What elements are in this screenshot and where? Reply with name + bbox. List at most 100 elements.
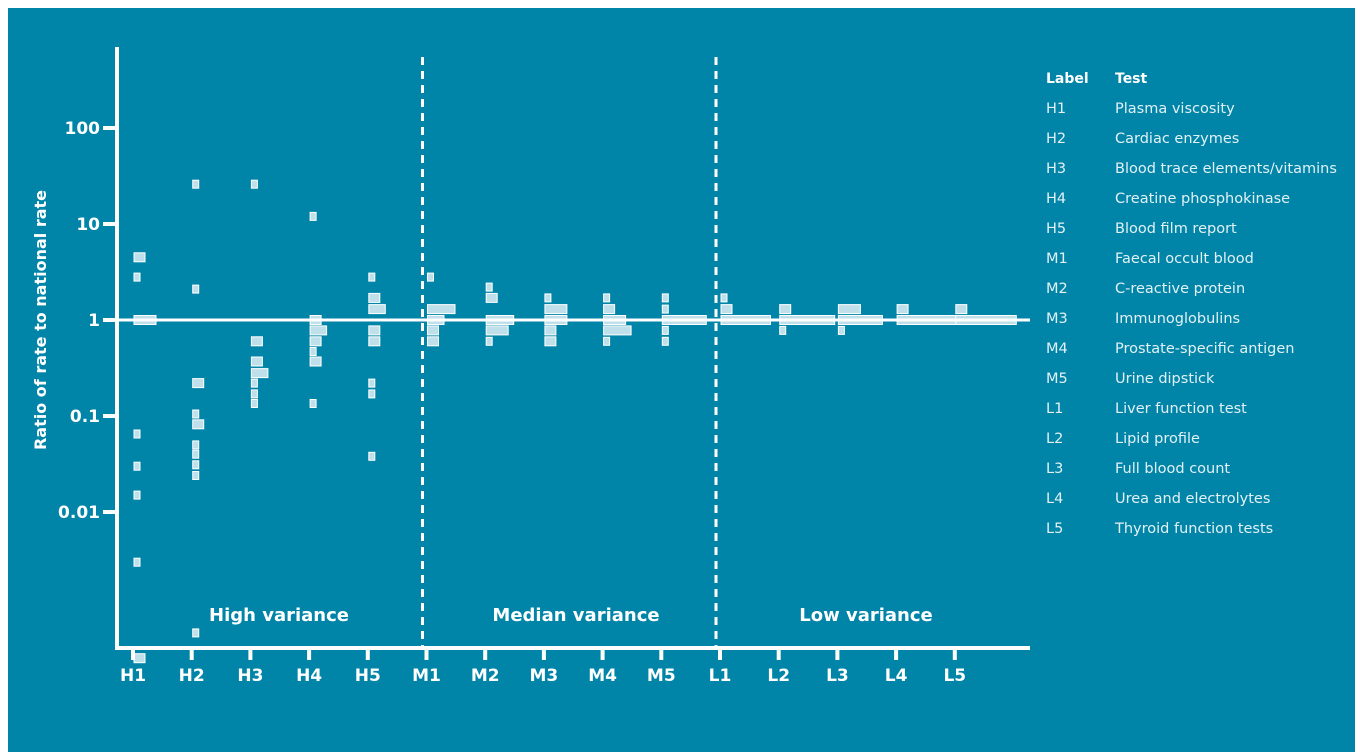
y-tick-label: 10 — [76, 215, 100, 235]
legend-header-label: Label — [1046, 71, 1089, 87]
data-point-l4 — [896, 304, 909, 315]
legend-header-test: Test — [1115, 71, 1148, 87]
data-point-h3 — [250, 179, 258, 189]
legend-code: M4 — [1046, 341, 1068, 357]
data-point-h2 — [192, 440, 200, 450]
data-point-m1 — [427, 304, 456, 315]
legend-code: L2 — [1046, 431, 1063, 447]
data-point-h1 — [133, 490, 141, 500]
data-point-m3 — [544, 325, 557, 336]
data-point-h5 — [368, 325, 381, 336]
legend-code: M3 — [1046, 311, 1068, 327]
data-point-m5 — [661, 336, 669, 346]
data-point-l1 — [720, 304, 733, 315]
data-point-h4 — [309, 347, 317, 356]
x-tick-label-m4: M4 — [588, 666, 617, 686]
y-tick-label: 1 — [88, 311, 100, 331]
legend-test-name: Full blood count — [1115, 461, 1230, 477]
data-point-h1 — [133, 252, 146, 263]
data-point-h5 — [368, 304, 386, 315]
data-point-m1 — [427, 325, 439, 336]
legend-test-name: Urine dipstick — [1115, 371, 1215, 387]
x-tick-label-l2: L2 — [767, 666, 790, 686]
data-point-h4 — [309, 356, 322, 367]
legend-test-name: Thyroid function tests — [1114, 521, 1273, 537]
data-point-m4 — [603, 293, 611, 303]
data-point-m4 — [603, 336, 611, 346]
data-point-h2 — [192, 409, 200, 419]
x-tick-label-l5: L5 — [943, 666, 966, 686]
legend-code: L3 — [1046, 461, 1063, 477]
x-tick-label-h4: H4 — [296, 666, 322, 686]
legend-code: H1 — [1046, 101, 1066, 117]
data-point-h4 — [309, 336, 322, 347]
y-axis-label: Ratio of rate to national rate — [31, 190, 50, 450]
data-point-h1 — [133, 429, 141, 439]
x-tick-label-m1: M1 — [412, 666, 441, 686]
data-point-h5 — [368, 451, 376, 461]
region-label: High variance — [209, 605, 349, 626]
data-point-l1 — [720, 293, 728, 303]
data-point-h2 — [192, 628, 200, 638]
data-point-h1 — [133, 272, 141, 282]
legend-test-name: Liver function test — [1115, 401, 1247, 417]
legend-test-name: Blood trace elements/vitamins — [1115, 161, 1337, 177]
data-point-h1 — [133, 461, 141, 471]
data-point-h2 — [192, 460, 200, 470]
legend-code: L5 — [1046, 521, 1063, 537]
data-point-h3 — [250, 356, 263, 367]
data-marks — [133, 179, 1017, 664]
legend-code: M5 — [1046, 371, 1068, 387]
x-tick-label-m3: M3 — [530, 666, 559, 686]
data-point-m2 — [485, 336, 493, 346]
data-point-h2 — [192, 284, 200, 294]
data-point-h2 — [192, 378, 205, 389]
data-point-m4 — [603, 325, 632, 336]
data-point-m2 — [485, 325, 509, 336]
x-tick-label-h2: H2 — [179, 666, 205, 686]
region-label: Median variance — [492, 605, 659, 626]
x-tick-label-l4: L4 — [885, 666, 908, 686]
x-tick-label-h5: H5 — [355, 666, 381, 686]
data-point-m3 — [544, 336, 557, 347]
data-point-h3 — [250, 389, 258, 399]
data-point-m2 — [485, 292, 498, 303]
data-point-l2 — [779, 325, 787, 335]
data-point-h3 — [250, 399, 258, 408]
legend-code: H2 — [1046, 131, 1066, 147]
chart-panel — [8, 8, 1355, 752]
data-point-h2 — [192, 179, 200, 189]
legend-code: L4 — [1046, 491, 1063, 507]
data-point-h2 — [192, 471, 200, 480]
x-tick-label-h1: H1 — [120, 666, 146, 686]
data-point-h4 — [309, 211, 317, 221]
data-point-h3 — [250, 378, 258, 388]
data-point-h3 — [250, 368, 269, 379]
legend-code: H4 — [1046, 191, 1066, 207]
x-tick-label-h3: H3 — [237, 666, 263, 686]
legend-code: M2 — [1046, 281, 1068, 297]
legend-code: L1 — [1046, 401, 1063, 417]
legend-test-name: Cardiac enzymes — [1115, 131, 1239, 147]
x-tick-label-l1: L1 — [709, 666, 732, 686]
region-label: Low variance — [799, 605, 933, 626]
data-point-h3 — [250, 336, 263, 347]
data-point-m1 — [427, 336, 439, 347]
legend-test-name: Immunoglobulins — [1115, 311, 1240, 327]
legend-code: H3 — [1046, 161, 1066, 177]
legend-test-name: Plasma viscosity — [1115, 101, 1235, 117]
data-point-h5 — [368, 292, 381, 303]
data-point-h4 — [309, 399, 317, 408]
data-point-l5 — [955, 304, 968, 315]
data-point-h5 — [368, 378, 376, 388]
data-point-h1 — [133, 653, 146, 664]
data-point-l3 — [837, 325, 845, 335]
x-tick-label-m2: M2 — [471, 666, 500, 686]
axes: 0.01 0.1 1 10 100 Ratio of rate to national r… — [31, 47, 1030, 686]
data-point-l2 — [779, 304, 792, 315]
legend-test-name: Urea and electrolytes — [1115, 491, 1270, 507]
data-point-h5 — [368, 336, 381, 347]
y-tick-label: 100 — [65, 119, 101, 139]
legend-test-name: Prostate-specific antigen — [1115, 341, 1294, 357]
